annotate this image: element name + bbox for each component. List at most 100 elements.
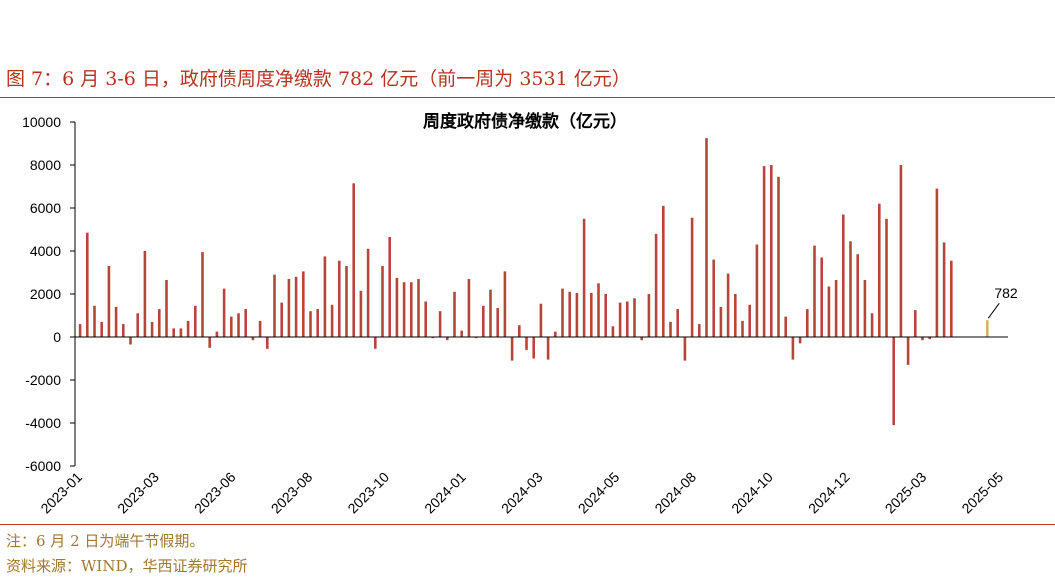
annotation-leader-line: [987, 302, 1000, 319]
bar: [309, 311, 312, 337]
bar: [741, 320, 744, 337]
bar: [302, 271, 305, 337]
bar: [208, 337, 211, 348]
y-axis: 10000 8000 6000 4000 2000 0 -2000 -4000 -6000: [22, 114, 76, 474]
bar: [647, 294, 651, 337]
bar: [633, 298, 636, 337]
bar: [834, 280, 838, 337]
annotation-group: 782: [987, 285, 1018, 319]
x-tick-label: 2025-05: [958, 469, 1006, 517]
x-tick-label: 2024-12: [805, 469, 853, 517]
bar: [561, 288, 564, 337]
bar: [510, 337, 514, 361]
x-tick-label: 2025-03: [882, 469, 930, 517]
bar: [172, 328, 175, 337]
y-tick-label: 0: [53, 329, 61, 345]
bar: [690, 217, 694, 337]
bar: [410, 282, 413, 337]
bar: [258, 320, 262, 337]
bar: [417, 279, 420, 337]
bar: [582, 218, 586, 338]
bar: [849, 241, 852, 337]
bar: [755, 244, 759, 337]
bar: [546, 337, 550, 360]
y-tick-label: 6000: [30, 200, 61, 216]
bar: [143, 251, 147, 337]
bar: [921, 337, 924, 341]
bar: [532, 337, 535, 359]
bar-chart: 周度政府债净缴款（亿元） 10000 8000 6000 4000 2000 0 -2000…: [22, 111, 1018, 517]
source-line: 资料来源：WIND，华西证券研究所: [6, 557, 248, 575]
bar: [662, 205, 665, 337]
bar: [618, 302, 622, 337]
bar: [777, 176, 780, 337]
bar: [431, 337, 435, 339]
bar: [316, 309, 319, 337]
bar: [215, 331, 219, 337]
bar: [654, 233, 658, 337]
bar: [842, 214, 845, 337]
bar: [323, 256, 327, 337]
footnote: 注：6 月 2 日为端午节假期。: [6, 532, 205, 550]
bar: [986, 320, 989, 337]
bar: [366, 248, 370, 337]
bar: [683, 337, 687, 361]
y-tick-label: -4000: [25, 415, 61, 431]
bar: [287, 279, 291, 337]
bar: [201, 252, 204, 337]
bar: [791, 337, 795, 360]
annotation-label: 782: [994, 285, 1018, 301]
bar: [806, 309, 809, 337]
bar: [770, 165, 773, 337]
bar: [179, 328, 183, 337]
bar: [186, 320, 190, 337]
x-tick-label: 2024-10: [728, 469, 776, 517]
bar: [496, 308, 499, 337]
y-tick-label: 4000: [30, 243, 61, 259]
x-tick-label: 2023-08: [268, 469, 316, 517]
bar: [554, 331, 557, 337]
bar: [726, 273, 730, 337]
bar: [453, 291, 456, 337]
bar: [698, 324, 701, 337]
x-tick-label: 2024-01: [421, 469, 469, 517]
bar: [402, 282, 406, 337]
bar: [762, 166, 766, 337]
bar: [338, 260, 341, 337]
bar: [244, 309, 247, 337]
bar: [669, 321, 672, 337]
x-tick-label: 2024-05: [575, 469, 623, 517]
bar: [266, 337, 269, 349]
bar: [107, 266, 111, 337]
bar: [93, 305, 96, 337]
bar: [885, 218, 888, 338]
bar: [892, 337, 895, 426]
bar: [273, 274, 276, 337]
bar: [100, 321, 103, 337]
bar: [597, 283, 600, 338]
bar: [719, 306, 723, 337]
bar: [251, 337, 255, 341]
bar: [935, 188, 939, 337]
x-tick-label: 2024-03: [498, 469, 546, 517]
bar: [165, 280, 168, 337]
bar: [798, 337, 802, 344]
y-tick-label: 8000: [30, 157, 61, 173]
bar: [474, 337, 478, 339]
x-tick-label: 2023-01: [37, 469, 85, 517]
bar: [870, 313, 874, 337]
y-tick-label: -6000: [25, 458, 61, 474]
bar: [114, 306, 118, 337]
bar: [381, 266, 384, 337]
bar: [424, 301, 427, 337]
bar: [928, 337, 931, 340]
bar: [136, 313, 139, 337]
bar: [712, 259, 715, 337]
bar: [489, 289, 492, 337]
bar: [626, 301, 629, 337]
bar: [150, 321, 154, 337]
bar: [482, 305, 485, 337]
bar: [705, 138, 708, 337]
bar: [467, 279, 471, 337]
title-divider: [0, 97, 1055, 98]
